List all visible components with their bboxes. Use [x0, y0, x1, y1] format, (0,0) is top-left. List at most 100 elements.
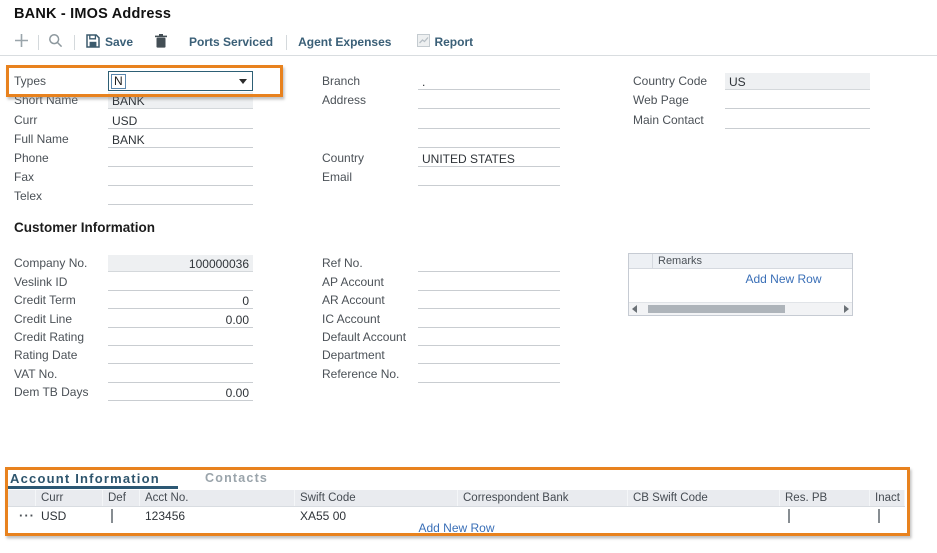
- credit-rating-field[interactable]: [108, 329, 253, 346]
- types-dropdown[interactable]: N: [108, 71, 253, 92]
- ic-account-field[interactable]: [418, 311, 560, 328]
- fax-field[interactable]: [108, 169, 253, 187]
- cell-curr[interactable]: USD: [41, 508, 67, 523]
- search-button[interactable]: [48, 33, 63, 51]
- remarks-horizontal-scrollbar[interactable]: [629, 302, 852, 315]
- credit-line-label: Credit Line: [14, 311, 73, 326]
- agent-expenses-label: Agent Expenses: [298, 35, 392, 49]
- full-name-field[interactable]: BANK: [108, 131, 253, 148]
- telex-label: Telex: [14, 189, 43, 204]
- col-header-acct-no: Acct No.: [140, 490, 295, 506]
- short-name-field[interactable]: BANK: [108, 92, 253, 110]
- vat-no-label: VAT No.: [14, 366, 58, 381]
- main-contact-label: Main Contact: [633, 112, 704, 127]
- reference-no-field[interactable]: [418, 366, 560, 383]
- ap-account-field[interactable]: [418, 274, 560, 291]
- page-title: BANK - IMOS Address: [14, 6, 172, 22]
- toolbar-divider: [0, 55, 937, 56]
- rating-date-field[interactable]: [108, 347, 253, 365]
- email-field[interactable]: [418, 169, 560, 187]
- curr-field[interactable]: USD: [108, 112, 253, 129]
- ports-serviced-button[interactable]: Ports Serviced: [189, 35, 273, 49]
- customer-column-left: Company No. 100000036 Veslink ID Credit …: [14, 254, 253, 402]
- address-field-line2[interactable]: [418, 112, 560, 129]
- ar-account-field[interactable]: [418, 292, 560, 310]
- table-row: ··· USD 123456 XA55 00: [8, 507, 905, 524]
- remarks-column-header: Remarks: [658, 255, 703, 267]
- address-field-line1[interactable]: [418, 92, 560, 110]
- default-account-label: Default Account: [322, 329, 407, 344]
- col-header-inact: Inact: [870, 490, 905, 506]
- dem-tb-days-field[interactable]: 0.00: [108, 384, 253, 402]
- save-button-label: Save: [105, 35, 134, 49]
- scrollbar-thumb[interactable]: [648, 305, 785, 313]
- dem-tb-days-label: Dem TB Days: [14, 385, 89, 400]
- add-button[interactable]: [14, 33, 29, 51]
- address-field-line3[interactable]: [418, 131, 560, 148]
- report-label: Report: [434, 35, 474, 49]
- search-icon: [48, 33, 63, 51]
- table-add-new-row-link[interactable]: Add New Row: [418, 521, 495, 535]
- inact-checkbox[interactable]: [878, 508, 880, 523]
- tab-contacts[interactable]: Contacts: [205, 471, 269, 485]
- web-page-label: Web Page: [633, 93, 689, 108]
- col-header-cb-swift-code: CB Swift Code: [628, 490, 780, 506]
- toolbar-separator: [38, 34, 39, 50]
- chevron-down-icon[interactable]: [239, 78, 247, 84]
- main-contact-field[interactable]: [725, 112, 870, 129]
- rating-date-label: Rating Date: [14, 348, 78, 363]
- country-label: Country: [322, 150, 365, 165]
- plus-icon: [14, 33, 29, 51]
- reference-no-label: Reference No.: [322, 366, 400, 381]
- vat-no-field[interactable]: [108, 366, 253, 383]
- row-menu-icon[interactable]: ···: [19, 508, 35, 523]
- cell-acct-no[interactable]: 123456: [145, 508, 186, 523]
- tab-account-information[interactable]: Account Information: [10, 471, 160, 486]
- remarks-grid-header: Remarks: [629, 254, 852, 269]
- cell-swift-code[interactable]: XA55 00: [300, 508, 347, 523]
- remarks-add-new-row-link[interactable]: Add New Row: [745, 272, 822, 286]
- scroll-left-icon[interactable]: [632, 305, 637, 313]
- veslink-id-field[interactable]: [108, 274, 253, 291]
- country-field[interactable]: UNITED STATES: [418, 150, 560, 167]
- country-code-field[interactable]: US: [725, 73, 870, 91]
- res-pb-checkbox[interactable]: [788, 508, 790, 523]
- address-column-middle: Branch . Address Country UNITED STATES E…: [322, 71, 560, 187]
- ar-account-label: AR Account: [322, 293, 385, 308]
- col-header-swift-code: Swift Code: [295, 490, 458, 506]
- customer-column-middle: Ref No. AP Account AR Account IC Account…: [322, 254, 560, 383]
- scrollbar-track[interactable]: [640, 303, 841, 315]
- default-account-field[interactable]: [418, 329, 560, 346]
- agent-expenses-button[interactable]: Agent Expenses: [298, 35, 391, 49]
- def-checkbox[interactable]: [111, 508, 113, 523]
- web-page-field[interactable]: [725, 92, 870, 110]
- remarks-row-handle-column: [629, 254, 653, 268]
- fax-label: Fax: [14, 170, 35, 185]
- report-button[interactable]: Report: [417, 34, 473, 50]
- telex-field[interactable]: [108, 188, 253, 206]
- ref-no-field[interactable]: [418, 255, 560, 273]
- email-label: Email: [322, 170, 353, 185]
- col-header-curr: Curr: [36, 490, 103, 506]
- department-field[interactable]: [418, 347, 560, 365]
- save-button[interactable]: Save: [86, 33, 134, 51]
- phone-field[interactable]: [108, 150, 253, 167]
- ref-no-label: Ref No.: [322, 256, 363, 271]
- curr-label: Curr: [14, 112, 38, 127]
- types-value: N: [111, 73, 126, 89]
- credit-term-label: Credit Term: [14, 293, 76, 308]
- branch-field[interactable]: .: [418, 73, 560, 91]
- scroll-right-icon[interactable]: [844, 305, 849, 313]
- veslink-id-label: Veslink ID: [14, 274, 68, 289]
- toolbar: Save Ports Serviced Agent Expenses Repor…: [14, 31, 473, 53]
- company-no-field[interactable]: 100000036: [108, 255, 253, 273]
- account-information-table: Curr Def Acct No. Swift Code Corresponde…: [8, 490, 905, 524]
- address-column-right: Country Code US Web Page Main Contact: [633, 71, 870, 129]
- credit-line-field[interactable]: 0.00: [108, 311, 253, 328]
- ic-account-label: IC Account: [322, 311, 381, 326]
- credit-term-field[interactable]: 0: [108, 292, 253, 310]
- address-column-left: Types N Short Name BANK Curr USD Full Na…: [14, 71, 253, 206]
- credit-rating-label: Credit Rating: [14, 329, 85, 344]
- save-icon: [86, 33, 100, 51]
- delete-button[interactable]: [155, 33, 168, 51]
